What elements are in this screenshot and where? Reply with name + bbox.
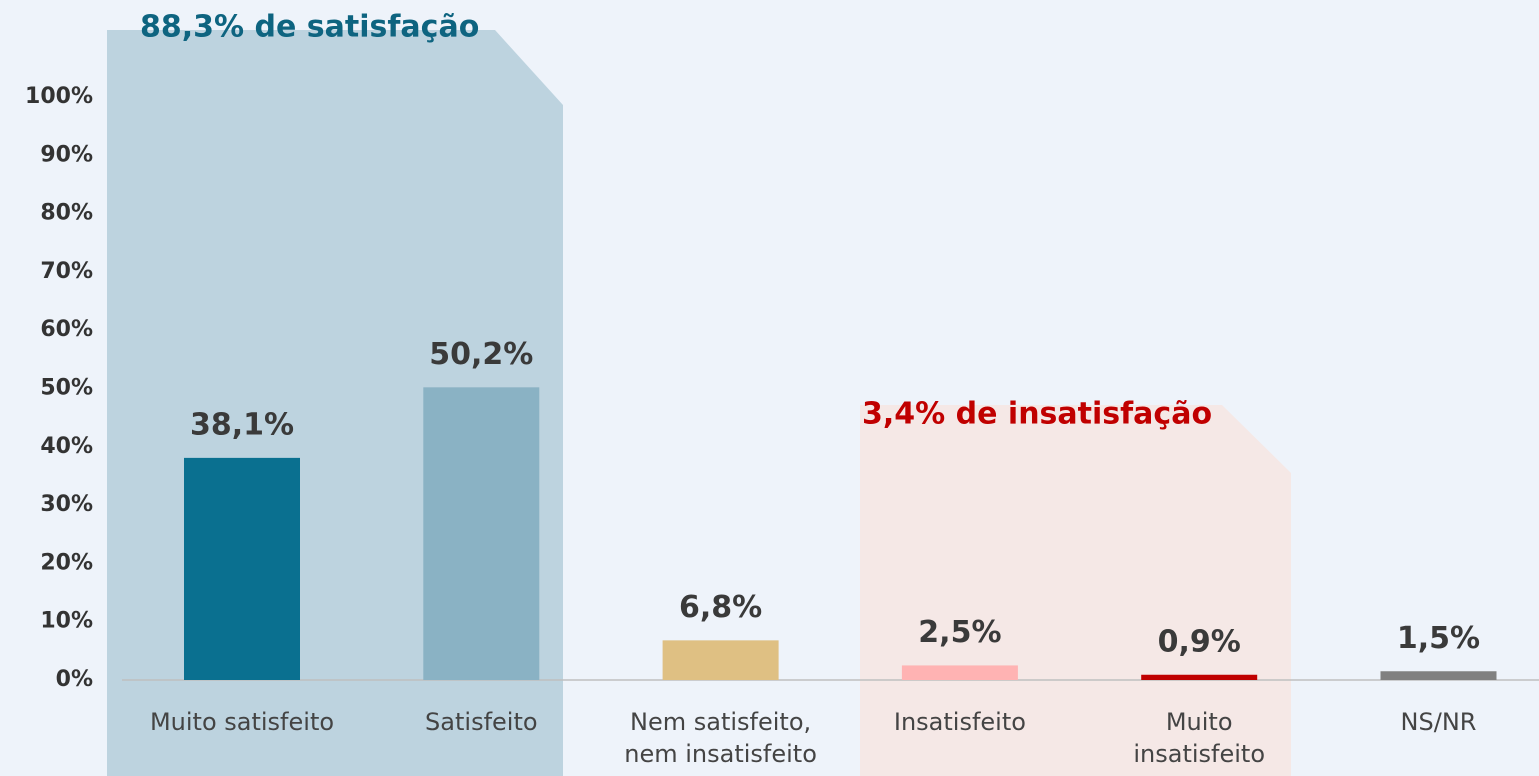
y-tick-label: 50% — [40, 376, 93, 401]
annotation: 88,3% de satisfação — [140, 10, 479, 45]
bar — [1380, 671, 1497, 680]
x-tick-label: Muito satisfeito — [149, 708, 335, 736]
x-tick-label: Satisfeito — [425, 708, 538, 736]
y-tick-label: 80% — [40, 201, 93, 226]
value-label: 50,2% — [429, 337, 533, 372]
value-label: 38,1% — [190, 407, 294, 442]
x-tick-label: Nem satisfeito, nem insatisfeito — [624, 708, 817, 768]
x-tick-label: NS/NR — [1400, 708, 1477, 736]
value-label: 1,5% — [1397, 621, 1480, 656]
y-tick-label: 90% — [40, 142, 93, 167]
x-tick-label: Muito insatisfeito — [1133, 708, 1266, 768]
annotation: 3,4% de insatisfação — [862, 397, 1212, 432]
bar — [662, 640, 779, 680]
y-tick-label: 70% — [40, 259, 93, 284]
bar — [1141, 674, 1258, 680]
x-tick-label: Insatisfeito — [893, 708, 1026, 736]
y-tick-label: 100% — [25, 84, 93, 109]
y-tick-label: 20% — [40, 550, 93, 575]
y-tick-label: 10% — [40, 609, 93, 634]
bar — [184, 457, 300, 680]
y-tick-label: 40% — [40, 434, 93, 459]
value-label: 0,9% — [1158, 624, 1241, 659]
value-label: 2,5% — [918, 615, 1001, 650]
value-label: 6,8% — [679, 590, 762, 625]
y-tick-label: 60% — [40, 317, 93, 342]
bar — [423, 387, 540, 680]
bar — [901, 665, 1018, 680]
y-tick-label: 0% — [56, 667, 93, 692]
y-tick-label: 30% — [40, 492, 93, 517]
dissatisfaction-region — [860, 405, 1291, 776]
